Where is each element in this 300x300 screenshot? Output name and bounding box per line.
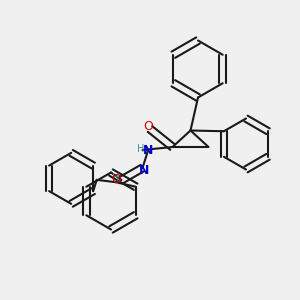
Text: N: N xyxy=(143,144,153,158)
Text: H: H xyxy=(137,143,145,154)
Text: H: H xyxy=(112,172,119,183)
Text: O: O xyxy=(111,173,121,186)
Text: N: N xyxy=(139,164,149,177)
Text: O: O xyxy=(144,119,153,133)
